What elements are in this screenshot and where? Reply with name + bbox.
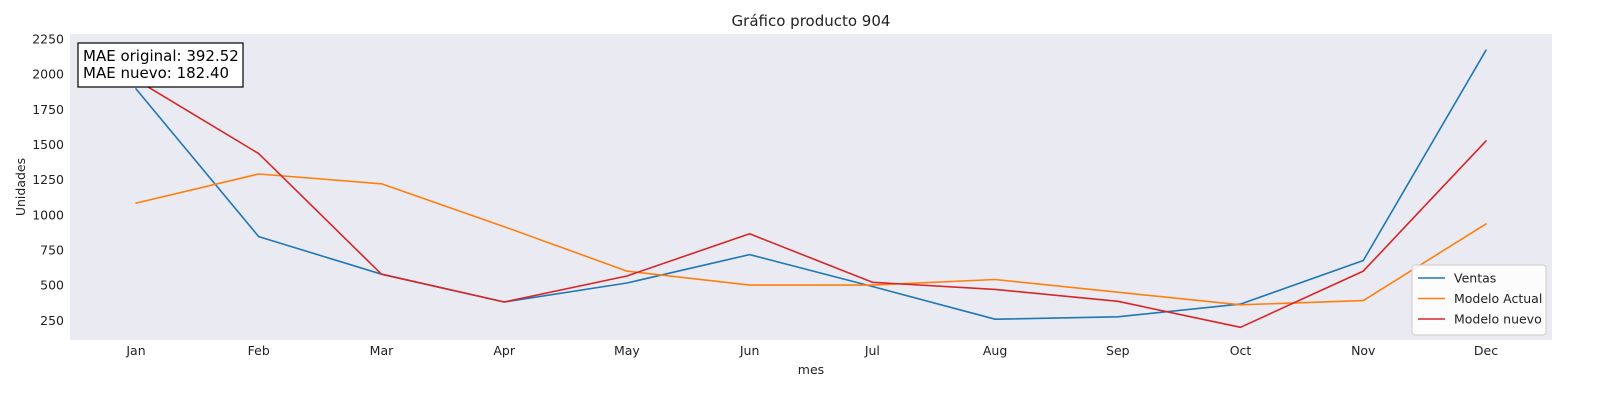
x-tick-label: Mar [370,343,394,358]
annotation-frame [77,42,244,88]
y-tick-label: 1000 [32,207,64,222]
x-tick-label: Jan [125,343,145,358]
series-line-modelo-actual [135,173,1487,306]
x-tick-label: May [614,343,640,358]
legend-label-ventas: Ventas [1454,271,1496,286]
x-tick-label: Jun [739,343,760,358]
x-tick-label: Nov [1351,343,1376,358]
x-tick-label: Oct [1230,343,1252,358]
y-tick-label: 500 [40,278,64,293]
x-axis-label: mes [798,362,824,377]
x-tick-label: Jul [864,343,880,358]
series-line-modelo-nuevo [135,78,1487,329]
x-tick-label: Dec [1474,343,1498,358]
x-tick-label: Aug [983,343,1007,358]
mae-annotation-box: MAE original: 392.52 MAE nuevo: 182.40 [77,42,244,88]
y-axis-ticks: 250 500 750 1000 1250 1500 1750 2000 2250 [32,31,64,327]
y-tick-label: 1250 [32,172,64,187]
y-axis-label: Unidades [13,158,28,216]
y-tick-label: 2250 [32,31,64,46]
x-tick-label: Feb [248,343,270,358]
legend: Ventas Modelo Actual Modelo nuevo [1411,264,1547,336]
plot-background [70,34,1552,340]
legend-label-modelo-actual: Modelo Actual [1454,291,1542,306]
legend-label-modelo-nuevo: Modelo nuevo [1454,312,1542,327]
y-tick-label: 750 [40,242,64,257]
chart-title: Gráfico producto 904 [732,12,891,30]
x-axis-ticks: Jan Feb Mar Apr May Jun Jul Aug Sep Oct Nov Dec [125,343,1498,358]
y-tick-label: 1750 [32,102,64,117]
x-tick-label: Apr [493,343,515,358]
series-line-ventas [135,49,1487,321]
y-tick-label: 1500 [32,137,64,152]
y-tick-label: 2000 [32,67,64,82]
series-lines [135,49,1487,329]
annotation-mae-nuevo: MAE nuevo: 182.40 [83,64,229,82]
annotation-mae-original: MAE original: 392.52 [83,47,239,65]
legend-frame [1411,264,1547,336]
y-tick-label: 250 [40,313,64,328]
x-tick-label: Sep [1106,343,1130,358]
